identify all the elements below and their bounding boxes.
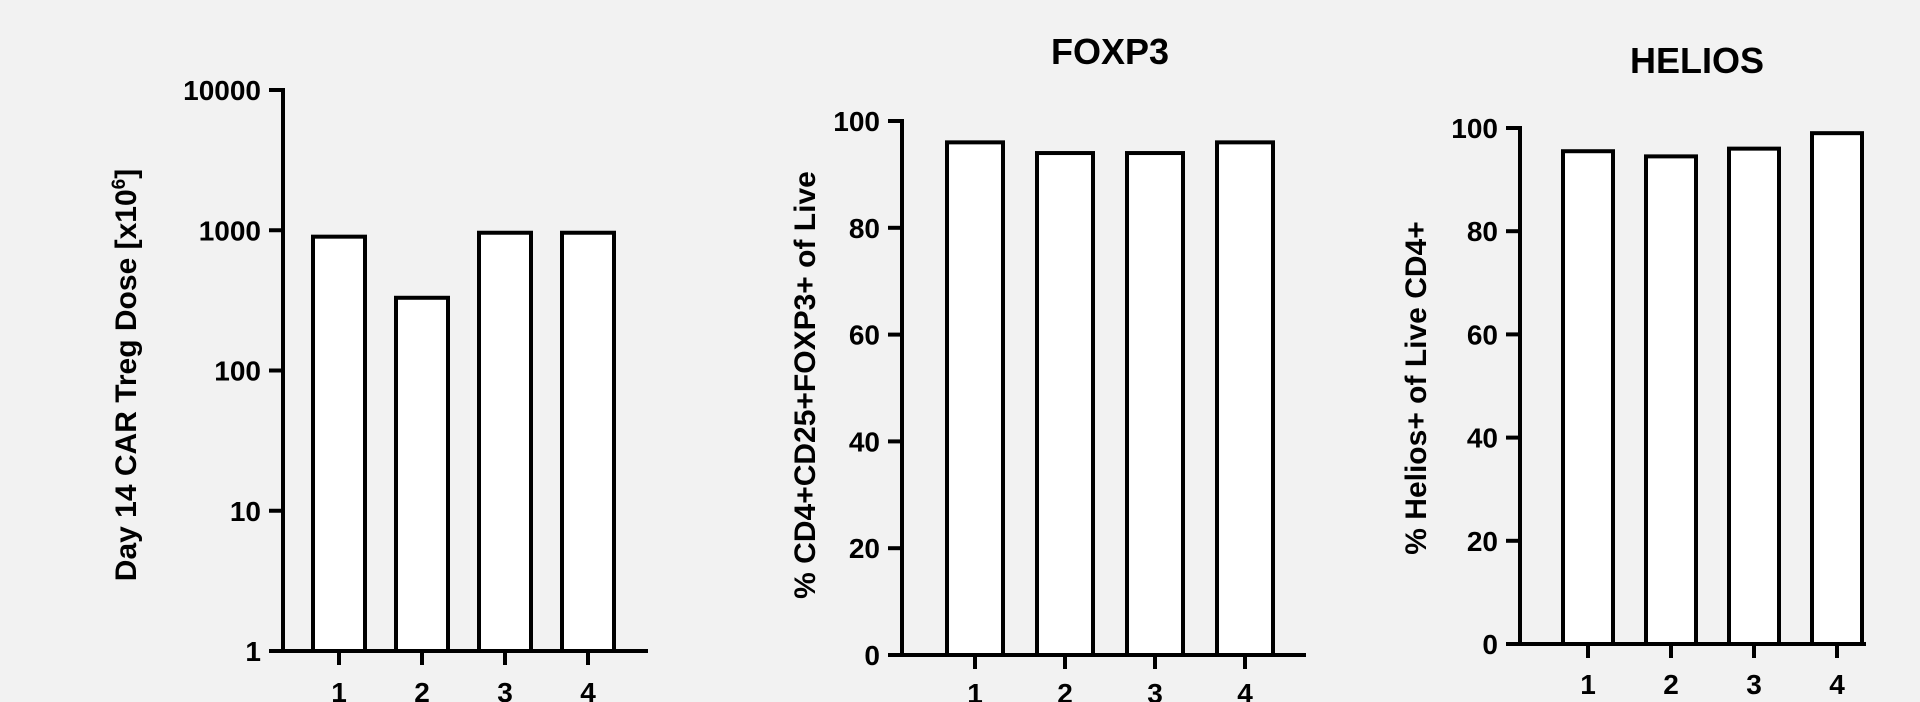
helios-chart-y-tick-label-20: 20: [1467, 526, 1498, 557]
helios-chart-bar-4: [1810, 131, 1864, 646]
dose-chart-bar-2: [394, 295, 450, 653]
helios-chart-y-tick-label-60: 60: [1467, 319, 1498, 350]
foxp3-chart-y-tick-label-0: 0: [864, 640, 880, 671]
helios-chart-x-tick-label-2: 2: [1663, 669, 1679, 700]
helios-chart-bar-2: [1644, 154, 1698, 646]
dose-chart: Day 14 CAR Treg Dose [x106] 1 10 100 1000 10…: [109, 75, 648, 702]
dose-chart-y-tick-label-1: 1: [245, 636, 261, 667]
dose-chart-x-tick-label-3: 3: [497, 677, 513, 702]
foxp3-chart-x-tick-label-1: 1: [967, 678, 983, 702]
helios-chart-y-axis-label: % Helios+ of Live CD4+: [1400, 221, 1433, 554]
helios-chart-y-tick-label-0: 0: [1482, 629, 1498, 660]
dose-chart-x-tick-label-1: 1: [331, 677, 347, 702]
foxp3-chart-y-tick-label-40: 40: [849, 426, 880, 457]
helios-chart-y-tick-label-40: 40: [1467, 423, 1498, 454]
dose-chart-y-tick-label-10: 10: [230, 496, 261, 527]
foxp3-chart-bar-1: [945, 140, 1005, 658]
foxp3-chart-title: FOXP3: [1051, 31, 1169, 72]
dose-chart-bar-4: [560, 230, 616, 654]
foxp3-chart: FOXP3 % CD4+CD25+FOXP3+ of Live 0 20 40 60 8…: [789, 31, 1306, 702]
foxp3-chart-y-tick-label-80: 80: [849, 213, 880, 244]
helios-chart-title: HELIOS: [1630, 40, 1764, 81]
dose-chart-x-tick-label-2: 2: [414, 677, 430, 702]
dose-chart-y-axis-label: Day 14 CAR Treg Dose [x106]: [109, 169, 143, 581]
dose-chart-y-tick-label-1000: 1000: [199, 215, 261, 246]
helios-chart-x-tick-label-3: 3: [1746, 669, 1762, 700]
foxp3-chart-bar-3: [1125, 151, 1185, 657]
dose-chart-y-tick-label-10000: 10000: [183, 75, 261, 106]
foxp3-chart-y-tick-label-60: 60: [849, 320, 880, 351]
foxp3-chart-x-tick-label-4: 4: [1237, 678, 1253, 702]
foxp3-chart-x-tick-label-3: 3: [1147, 678, 1163, 702]
helios-chart-y-tick-label-80: 80: [1467, 216, 1498, 247]
dose-chart-y-tick-label-100: 100: [214, 356, 261, 387]
foxp3-chart-bar-2: [1035, 151, 1095, 657]
helios-chart-bar-1: [1561, 149, 1615, 646]
helios-chart-bar-3: [1727, 146, 1781, 646]
helios-chart-x-tick-label-1: 1: [1580, 669, 1596, 700]
foxp3-chart-bar-4: [1215, 140, 1275, 658]
helios-chart: HELIOS % Helios+ of Live CD4+ 0 20 40 60 80 1…: [1400, 40, 1866, 700]
foxp3-chart-y-axis-label: % CD4+CD25+FOXP3+ of Live: [789, 171, 822, 599]
foxp3-chart-x-tick-label-2: 2: [1057, 678, 1073, 702]
dose-chart-bar-1: [311, 234, 367, 653]
foxp3-chart-y-tick-label-100: 100: [833, 106, 880, 137]
helios-chart-x-tick-label-4: 4: [1829, 669, 1845, 700]
dose-chart-x-tick-label-4: 4: [580, 677, 596, 702]
helios-chart-y-tick-label-100: 100: [1451, 113, 1498, 144]
dose-chart-bar-3: [477, 230, 533, 654]
foxp3-chart-y-tick-label-20: 20: [849, 533, 880, 564]
